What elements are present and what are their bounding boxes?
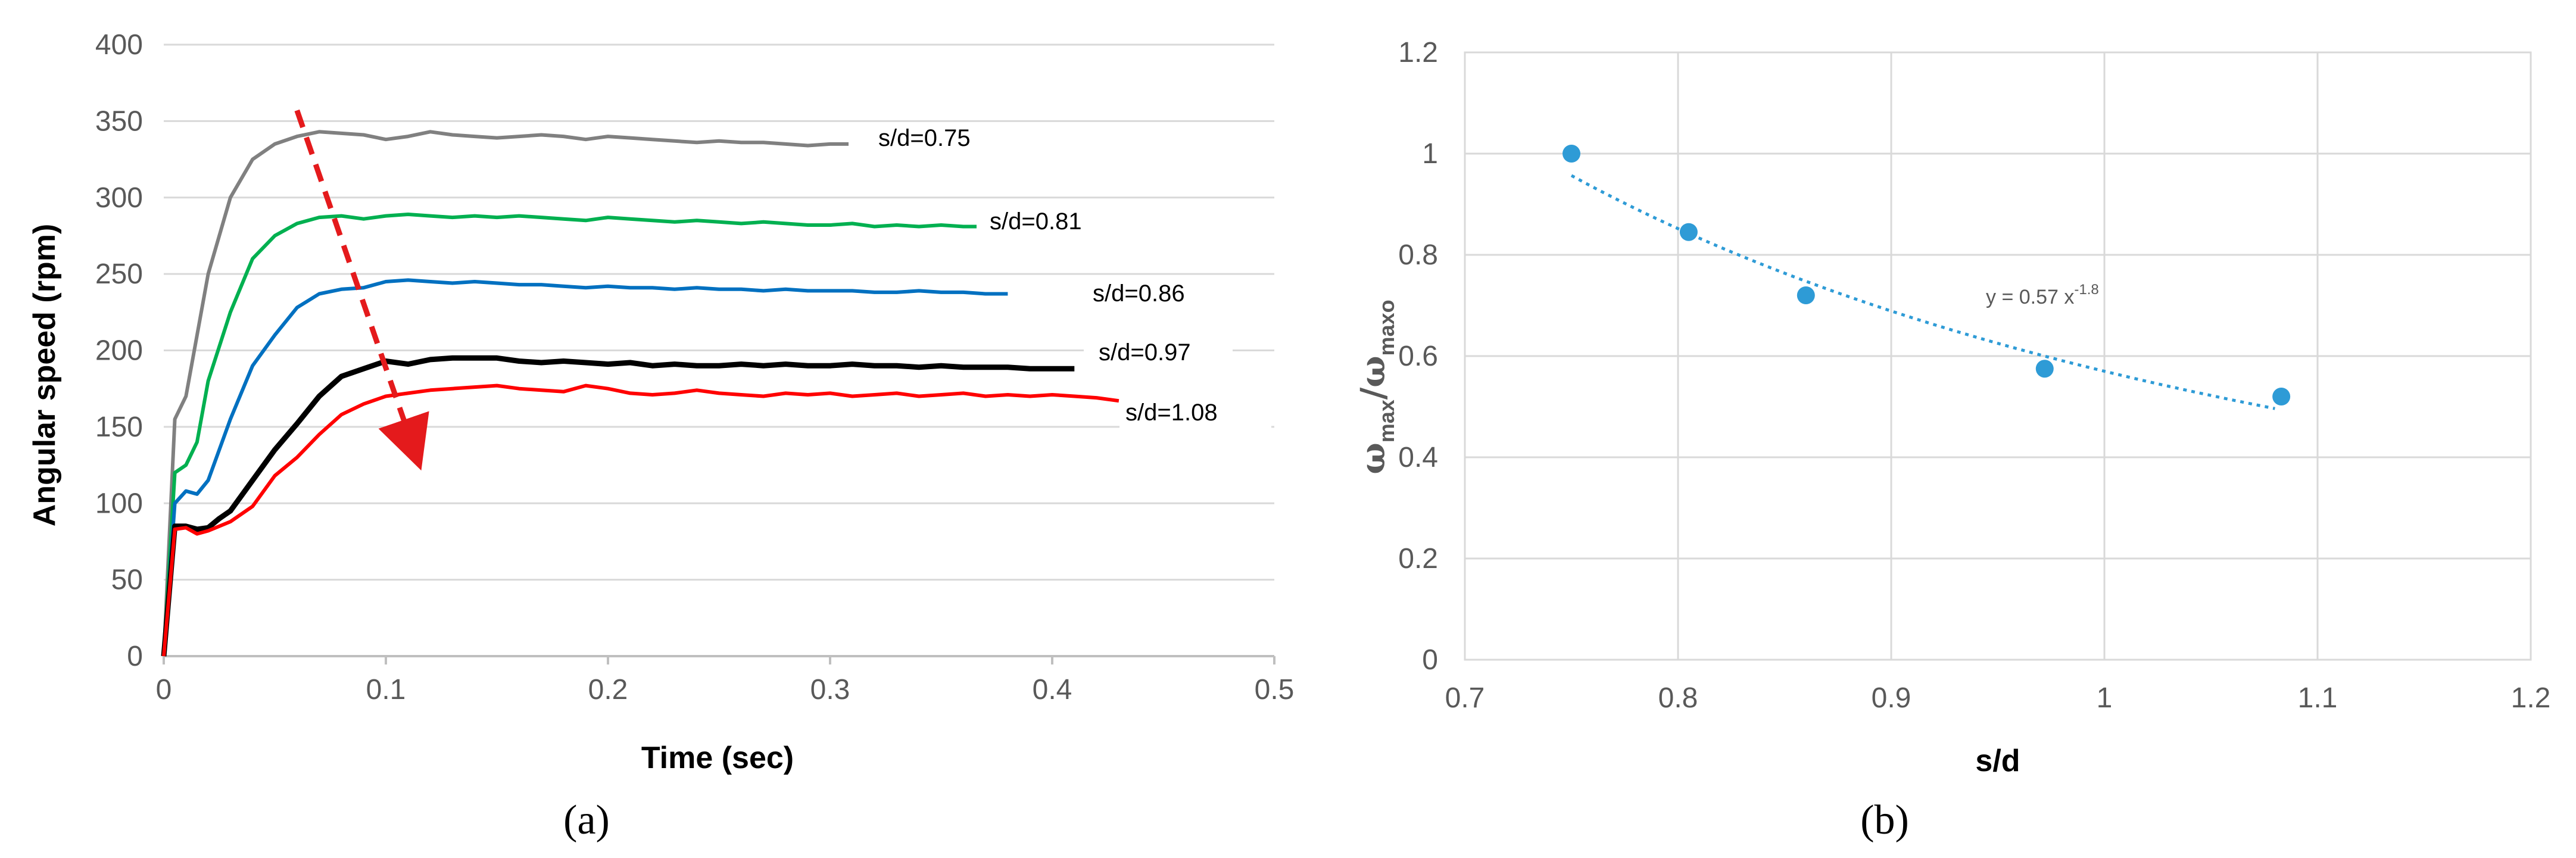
series-line-s-d-0-97	[161, 355, 1075, 657]
series-label-background	[1119, 396, 1271, 432]
chart-a-y-tick-label: 0	[127, 641, 143, 672]
chart-a-gridlines	[164, 43, 1274, 657]
chart-b-y-tick-label: 0.4	[1398, 442, 1438, 473]
series-label: s/d=0.75	[878, 125, 971, 151]
chart-b: 0 0.2 0.4 0.6 0.8 1 1.2 0.7 0.8 0.9 1 1.1 1.2 y = 0…	[1354, 37, 2550, 843]
data-point	[2035, 360, 2054, 378]
chart-b-y-tick-label: 0.2	[1398, 543, 1438, 575]
chart-a-x-tick-label: 0.2	[588, 674, 628, 706]
chart-a-x-tick-label: 0.1	[366, 674, 406, 706]
series-line-s-d-0-75	[162, 130, 853, 657]
chart-b-y-ticks: 0 0.2 0.4 0.6 0.8 1 1.2	[1398, 37, 1438, 676]
chart-a-y-tick-label: 50	[111, 564, 143, 596]
trendline-equation: y = 0.57 x-1.8	[1986, 282, 2099, 308]
series-label-background	[849, 122, 1024, 158]
series-label-background	[1021, 277, 1179, 313]
chart-a-series: s/d=0.75 s/d=0.81 s/d=0.86 s/d=0.97 s/d=1.08	[161, 122, 1271, 657]
chart-b-y-tick-label: 1	[1422, 138, 1438, 170]
chart-a-x-tick-label: 0	[156, 674, 172, 706]
trendline	[1570, 174, 2275, 410]
chart-b-x-tick-label: 1.1	[2298, 682, 2338, 714]
series-label-background	[977, 205, 1131, 241]
series-line-s-d-1-08	[162, 383, 1119, 657]
chart-b-x-tick-label: 1.2	[2511, 682, 2551, 714]
series-label: s/d=0.86	[1093, 280, 1185, 307]
chart-b-y-tick-label: 1.2	[1398, 37, 1438, 68]
chart-b-y-axis-title: ωmax/ωmaxo	[1354, 299, 1399, 474]
data-point	[2272, 388, 2291, 405]
series-label: s/d=0.81	[990, 208, 1082, 235]
chart-b-x-ticks: 0.7 0.8 0.9 1 1.1 1.2	[1445, 682, 2551, 714]
chart-a: 0 50 100 150 200 250 300 350 400 0 0.1 0.2 0.3 0.4 0.…	[27, 29, 1294, 843]
chart-a-x-tick-label: 0.3	[810, 674, 850, 706]
chart-b-x-tick-label: 0.8	[1658, 682, 1698, 714]
data-point	[1563, 145, 1580, 163]
trend-arrow	[294, 109, 429, 471]
chart-b-x-axis-title: s/d	[1975, 744, 2020, 778]
data-point	[1679, 223, 1698, 241]
chart-a-x-ticks: 0 0.1 0.2 0.3 0.4 0.5	[156, 656, 1295, 706]
series-label-background	[1084, 336, 1233, 372]
chart-a-y-axis-title: Angular speed (rpm)	[27, 224, 62, 527]
chart-b-y-tick-label: 0.8	[1398, 239, 1438, 271]
series-label: s/d=1.08	[1125, 400, 1218, 426]
chart-a-x-tick-label: 0.5	[1255, 674, 1295, 706]
chart-a-y-tick-label: 150	[95, 411, 143, 443]
series-line-s-d-0-81	[162, 213, 986, 657]
chart-b-y-tick-label: 0	[1422, 644, 1438, 676]
chart-b-y-tick-label: 0.6	[1398, 341, 1438, 372]
panel-label-a: (a)	[563, 797, 610, 843]
chart-a-y-tick-label: 300	[95, 182, 143, 214]
chart-b-x-tick-label: 1	[2097, 682, 2113, 714]
chart-a-y-tick-label: 400	[95, 29, 143, 61]
chart-b-x-tick-label: 0.9	[1872, 682, 1911, 714]
chart-a-x-axis-title: Time (sec)	[641, 741, 794, 775]
chart-a-y-tick-label: 100	[95, 488, 143, 519]
chart-a-y-ticks: 0 50 100 150 200 250 300 350 400	[95, 29, 143, 672]
series-line-s-d-0-86	[162, 278, 1008, 657]
chart-a-x-tick-label: 0.4	[1033, 674, 1072, 706]
chart-a-y-tick-label: 350	[95, 105, 143, 137]
data-point	[1797, 286, 1815, 304]
series-label: s/d=0.97	[1099, 339, 1191, 366]
chart-b-points	[1563, 145, 2291, 405]
panel-label-b: (b)	[1860, 797, 1909, 843]
chart-b-gridlines	[1464, 51, 2532, 661]
chart-a-y-tick-label: 200	[95, 335, 143, 367]
chart-b-x-tick-label: 0.7	[1445, 682, 1485, 714]
chart-a-y-tick-label: 250	[95, 258, 143, 290]
